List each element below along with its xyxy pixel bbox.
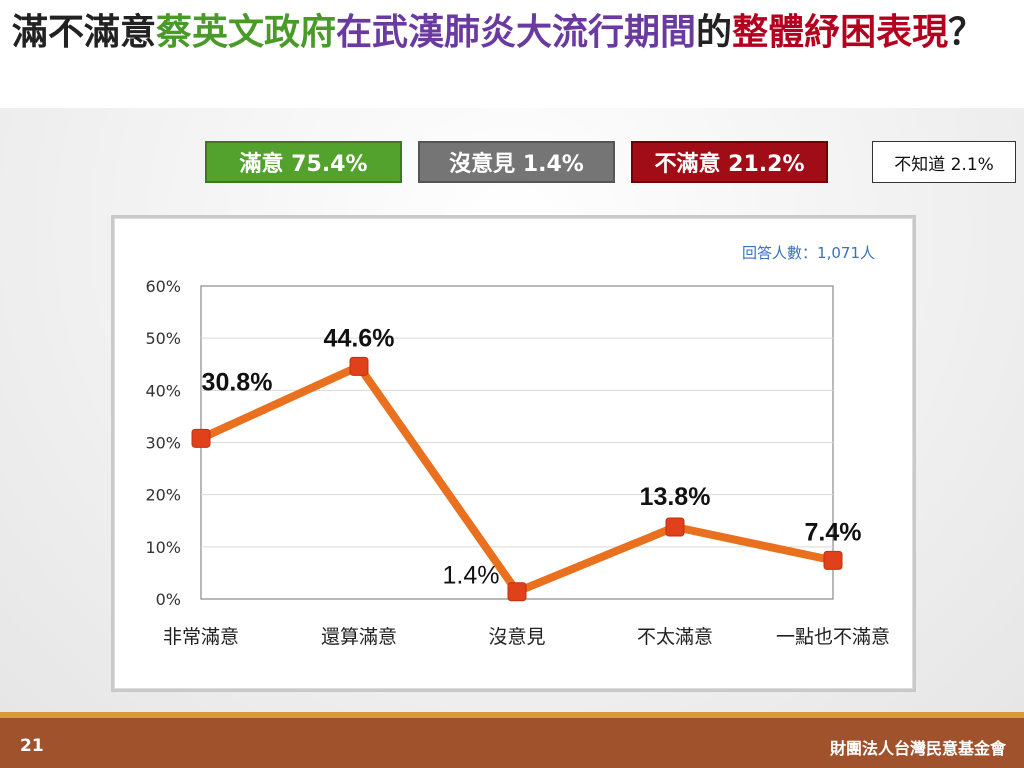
x-tick-label: 沒意見: [488, 626, 545, 648]
data-label: 44.6%: [324, 324, 395, 352]
title-part-3: 在武漢肺炎大流行期間: [336, 12, 697, 53]
title-part-2: 蔡英文政府: [156, 12, 337, 53]
x-tick-label: 一點也不滿意: [776, 626, 890, 648]
y-tick-label: 50%: [145, 329, 181, 348]
dissatisfied-summary-badge: 不滿意 21.2%: [631, 141, 828, 183]
y-tick-label: 0%: [156, 590, 181, 609]
slide-title: 滿不滿意蔡英文政府在武漢肺炎大流行期間的整體紓困表現？: [12, 10, 1012, 56]
x-tick-label: 非常滿意: [163, 626, 239, 648]
y-tick-label: 20%: [145, 486, 181, 505]
y-tick-label: 30%: [145, 434, 181, 453]
chart-frame: 回答人數：1,071人 0% 10% 20% 30% 40% 50% 60% 非常滿意 還算滿意…: [111, 215, 916, 692]
y-tick-label: 10%: [145, 538, 181, 557]
data-point-marker: [665, 517, 685, 537]
respondent-count: 回答人數：1,071人: [742, 244, 875, 262]
organization-name: 財團法人台灣民意基金會: [829, 739, 1006, 758]
title-part-1: 滿不滿意: [12, 12, 157, 53]
title-area: 滿不滿意蔡英文政府在武漢肺炎大流行期間的整體紓困表現？: [0, 0, 1024, 108]
data-point-marker: [507, 582, 527, 602]
data-label: 30.8%: [202, 368, 273, 396]
title-part-5: 整體紓困表現: [732, 12, 949, 53]
data-label: 13.8%: [640, 483, 711, 511]
data-point-marker: [349, 356, 369, 376]
y-tick-label: 60%: [145, 277, 181, 296]
data-label: 1.4%: [443, 562, 500, 590]
x-tick-label: 不太滿意: [637, 626, 713, 648]
data-label: 7.4%: [805, 518, 862, 546]
page-number: 21: [20, 736, 44, 756]
satisfied-summary-badge: 滿意 75.4%: [205, 141, 402, 183]
title-part-4: 的: [696, 12, 733, 53]
data-point-marker: [191, 428, 211, 448]
footer-bar: 21 財團法人台灣民意基金會: [0, 712, 1024, 768]
dont-know-summary-badge: 不知道 2.1%: [872, 141, 1016, 183]
y-tick-label: 40%: [145, 381, 181, 400]
data-point-marker: [823, 550, 843, 570]
line-chart: 0% 10% 20% 30% 40% 50% 60% 非常滿意 還算滿意 沒意見 不太滿意 一點也不滿…: [145, 277, 890, 648]
x-tick-label: 還算滿意: [321, 626, 397, 648]
title-part-6: ？: [948, 12, 985, 53]
no-opinion-summary-badge: 沒意見 1.4%: [418, 141, 615, 183]
